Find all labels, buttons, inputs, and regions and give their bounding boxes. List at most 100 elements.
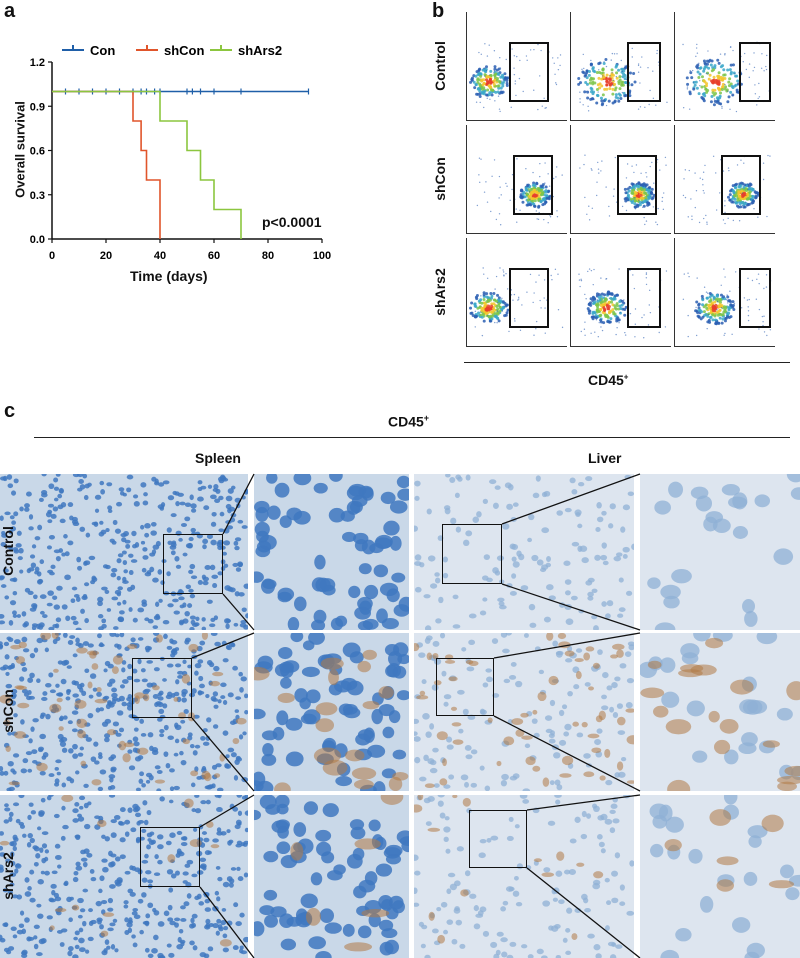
ihc-tissue-texture <box>414 633 634 791</box>
flow-density-plot <box>469 267 564 337</box>
col-title-spleen: Spleen <box>195 450 241 466</box>
zoom-connector-line <box>501 583 641 631</box>
ihc-zoom-box <box>442 524 502 584</box>
x-tick-label: 20 <box>100 250 112 262</box>
y-tick-label: 1.2 <box>30 57 45 69</box>
flow-x-axis-title: CD45+ <box>588 372 628 388</box>
zoom-connector-line <box>493 632 641 659</box>
flow-gate-box <box>739 42 771 102</box>
ihc-tissue-texture <box>414 795 634 958</box>
flow-x-axis-sup: + <box>623 372 629 382</box>
legend-label-shars2: shArs2 <box>238 43 282 58</box>
ihc-zoom-box <box>140 827 200 887</box>
zoom-connector-line <box>493 715 641 792</box>
ihc-tile-spleen <box>0 474 248 630</box>
ihc-tissue-texture <box>0 474 248 630</box>
flow-gate-box <box>509 268 549 328</box>
flow-gate-box <box>739 268 771 328</box>
ihc-tissue-texture <box>640 633 800 791</box>
flow-density-plot <box>682 41 770 113</box>
zoom-connector-line <box>199 794 255 828</box>
flow-plot <box>674 12 775 121</box>
flow-x-axis-label: CD45 <box>588 372 624 388</box>
ihc-tissue-texture <box>649 795 800 958</box>
ihc-row-label-control: Control <box>0 526 16 576</box>
flow-plot <box>570 125 671 234</box>
flow-density-plot <box>469 43 562 113</box>
panel-c-letter: c <box>4 400 16 422</box>
zoom-connector-line <box>526 867 641 958</box>
ihc-zoom-box <box>469 810 527 868</box>
y-tick-label: 0.6 <box>30 146 45 158</box>
flow-gate-box <box>627 42 661 102</box>
ihc-row-label-shcon: shCon <box>0 689 16 733</box>
flow-plot <box>570 12 671 121</box>
ihc-tile-spleen <box>0 633 248 791</box>
flow-plot <box>466 238 567 347</box>
zoom-connector-line <box>222 473 255 535</box>
y-tick-label: 0.3 <box>30 190 45 202</box>
ihc-tile-liver-zoom <box>640 795 800 958</box>
survival-chart: 0 20 40 60 80 100 0.0 0.3 0.6 0.9 1.2 Con shCon shAr… <box>30 43 331 262</box>
ihc-zoom-box <box>163 534 223 594</box>
ihc-tissue-texture <box>254 633 409 791</box>
x-tick-label: 0 <box>49 250 55 262</box>
zoom-connector-line <box>191 632 255 659</box>
flow-plot <box>466 125 567 234</box>
flow-density-plot <box>476 157 563 226</box>
zoom-connector-line <box>222 593 255 631</box>
p-value-label: p<0.0001 <box>262 214 322 230</box>
flow-plot <box>570 238 671 347</box>
ihc-tissue-texture <box>254 474 409 630</box>
ihc-tile-liver-zoom <box>640 633 800 791</box>
flow-gate-box <box>721 155 761 215</box>
x-tick-label: 40 <box>154 250 166 262</box>
x-axis-title: Time (days) <box>130 268 208 284</box>
ihc-row-label-shars2: shArs2 <box>0 851 16 900</box>
ihc-tile-spleen-zoom <box>254 474 409 630</box>
flow-plot <box>674 238 775 347</box>
ihc-tile-liver <box>414 795 634 958</box>
panel-b-letter: b <box>432 0 445 22</box>
ihc-tile-liver <box>414 474 634 630</box>
ihc-zoom-box <box>132 658 192 718</box>
x-tick-label: 80 <box>262 250 274 262</box>
x-tick-label: 100 <box>313 250 331 262</box>
zoom-connector-line <box>199 886 255 958</box>
flow-density-plot <box>578 268 668 339</box>
ihc-tile-spleen-zoom <box>254 633 409 791</box>
ihc-tile-spleen-zoom <box>254 795 409 958</box>
zoom-connector-line <box>191 717 255 792</box>
series-line-shars2 <box>52 90 242 239</box>
flow-plot <box>674 125 775 234</box>
ihc-header-sup: + <box>423 413 430 423</box>
ihc-tile-spleen <box>0 795 248 958</box>
y-tick-label: 0.9 <box>30 101 45 113</box>
ihc-tissue-texture <box>0 795 248 958</box>
zoom-connector-line <box>501 473 641 525</box>
ihc-header: CD45+ <box>388 413 429 430</box>
ihc-header-line <box>34 437 790 438</box>
ihc-tile-liver <box>414 633 634 791</box>
flow-gate-box <box>513 155 553 215</box>
zoom-connector-line <box>526 794 641 811</box>
flow-plot <box>466 12 567 121</box>
series-line-shcon <box>52 90 161 239</box>
flow-gate-box <box>617 155 657 215</box>
ihc-header-label: CD45 <box>388 413 424 430</box>
ihc-tissue-texture <box>647 474 800 630</box>
ihc-tissue-texture <box>254 795 409 958</box>
panel-a-letter: a <box>4 0 16 22</box>
flow-density-plot <box>579 154 667 226</box>
ihc-tile-liver-zoom <box>640 474 800 630</box>
ihc-zoom-box <box>436 658 494 716</box>
flow-gate-box <box>627 268 661 328</box>
legend-label-shcon: shCon <box>164 43 205 58</box>
y-tick-label: 0.0 <box>30 234 45 246</box>
legend-label-con: Con <box>90 43 115 58</box>
flow-density-plot <box>682 154 771 225</box>
flow-gate-box <box>509 42 549 102</box>
ihc-tissue-texture <box>414 474 634 630</box>
flow-x-axis-line <box>464 362 790 363</box>
